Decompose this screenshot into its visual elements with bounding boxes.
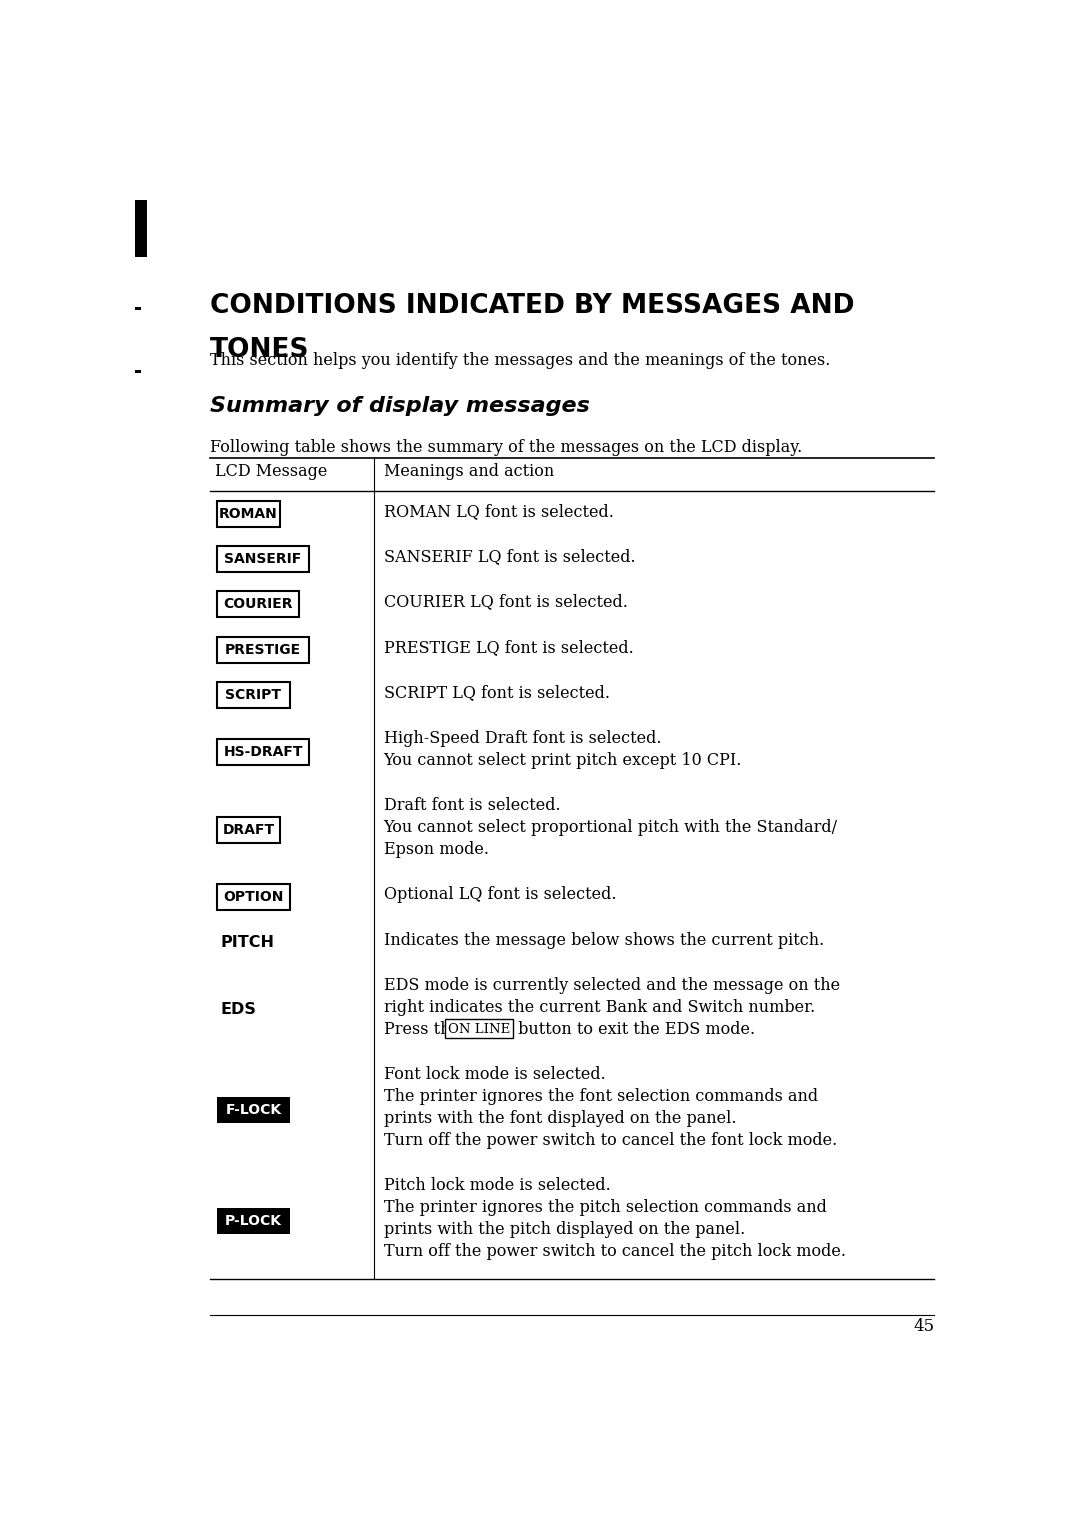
Text: Font lock mode is selected.: Font lock mode is selected. <box>383 1067 605 1084</box>
Text: button to exit the EDS mode.: button to exit the EDS mode. <box>513 1021 755 1038</box>
Bar <box>217 1208 289 1234</box>
Bar <box>217 546 309 572</box>
Bar <box>135 201 147 258</box>
Text: Epson mode.: Epson mode. <box>383 842 488 858</box>
Text: PITCH: PITCH <box>220 935 274 950</box>
Bar <box>135 307 140 310</box>
Text: ROMAN LQ font is selected.: ROMAN LQ font is selected. <box>383 503 613 520</box>
Text: prints with the pitch displayed on the panel.: prints with the pitch displayed on the p… <box>383 1220 745 1239</box>
Text: You cannot select proportional pitch with the Standard/: You cannot select proportional pitch wit… <box>383 819 838 835</box>
Text: SANSERIF: SANSERIF <box>225 552 301 566</box>
Text: 45: 45 <box>914 1318 934 1335</box>
Text: P-LOCK: P-LOCK <box>225 1214 282 1228</box>
Text: OPTION: OPTION <box>224 891 284 904</box>
Text: Optional LQ font is selected.: Optional LQ font is selected. <box>383 886 616 903</box>
Text: SCRIPT: SCRIPT <box>226 688 282 702</box>
Bar <box>217 1098 289 1124</box>
Text: EDS: EDS <box>220 1003 256 1018</box>
Text: ON LINE: ON LINE <box>448 1023 510 1036</box>
Text: Draft font is selected.: Draft font is selected. <box>383 797 561 814</box>
Text: HS-DRAFT: HS-DRAFT <box>224 745 302 759</box>
Text: DRAFT: DRAFT <box>222 823 274 837</box>
Text: COURIER: COURIER <box>224 598 293 612</box>
Text: PRESTIGE: PRESTIGE <box>225 642 301 658</box>
Text: Following table shows the summary of the messages on the LCD display.: Following table shows the summary of the… <box>211 438 802 455</box>
Bar <box>135 369 140 373</box>
Bar <box>217 682 289 708</box>
Text: F-LOCK: F-LOCK <box>226 1102 282 1118</box>
Text: Pitch lock mode is selected.: Pitch lock mode is selected. <box>383 1177 610 1194</box>
Bar <box>217 501 280 526</box>
Bar <box>217 636 309 662</box>
Text: CONDITIONS INDICATED BY MESSAGES AND: CONDITIONS INDICATED BY MESSAGES AND <box>211 293 855 319</box>
Text: COURIER LQ font is selected.: COURIER LQ font is selected. <box>383 593 627 610</box>
Bar <box>445 1018 513 1038</box>
Text: SCRIPT LQ font is selected.: SCRIPT LQ font is selected. <box>383 684 609 702</box>
Text: You cannot select print pitch except 10 CPI.: You cannot select print pitch except 10 … <box>383 751 742 768</box>
Text: Summary of display messages: Summary of display messages <box>211 397 590 417</box>
Text: Turn off the power switch to cancel the font lock mode.: Turn off the power switch to cancel the … <box>383 1131 837 1148</box>
Bar <box>217 592 299 618</box>
Text: right indicates the current Bank and Switch number.: right indicates the current Bank and Swi… <box>383 1000 814 1016</box>
Text: SANSERIF LQ font is selected.: SANSERIF LQ font is selected. <box>383 549 635 566</box>
Text: PRESTIGE LQ font is selected.: PRESTIGE LQ font is selected. <box>383 639 633 656</box>
Text: Indicates the message below shows the current pitch.: Indicates the message below shows the cu… <box>383 932 824 949</box>
Text: The printer ignores the font selection commands and: The printer ignores the font selection c… <box>383 1088 818 1105</box>
Text: TONES: TONES <box>211 337 310 363</box>
Text: EDS mode is currently selected and the message on the: EDS mode is currently selected and the m… <box>383 977 840 995</box>
Text: Turn off the power switch to cancel the pitch lock mode.: Turn off the power switch to cancel the … <box>383 1243 846 1260</box>
Text: The printer ignores the pitch selection commands and: The printer ignores the pitch selection … <box>383 1199 826 1216</box>
Text: Press the: Press the <box>383 1021 464 1038</box>
Text: High-Speed Draft font is selected.: High-Speed Draft font is selected. <box>383 730 661 747</box>
Text: prints with the font displayed on the panel.: prints with the font displayed on the pa… <box>383 1110 737 1127</box>
Text: Meanings and action: Meanings and action <box>383 463 554 480</box>
Bar <box>217 817 280 843</box>
Text: LCD Message: LCD Message <box>215 463 327 480</box>
Text: This section helps you identify the messages and the meanings of the tones.: This section helps you identify the mess… <box>211 351 831 368</box>
Bar <box>217 739 309 765</box>
Text: ROMAN: ROMAN <box>219 506 278 521</box>
Bar <box>217 885 289 911</box>
